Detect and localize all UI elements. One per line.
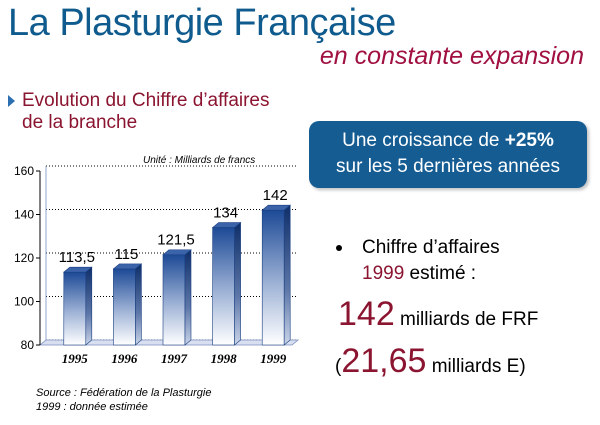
page-title: La Plasturgie Française: [8, 2, 396, 44]
revenue-euro-prefix: (: [335, 356, 342, 377]
bar-1996: [113, 268, 136, 346]
x-tick-label-1999: 1999: [260, 351, 287, 366]
source-note: Source : Fédération de la Plasturgie 199…: [36, 386, 212, 414]
bar-top-1999: [261, 204, 292, 211]
bar-1998: [212, 227, 235, 346]
callout-prefix: Une croissance de: [342, 130, 505, 151]
y-tick-label: 120: [14, 251, 34, 265]
revenue-frf: 142 milliards de FRF: [338, 295, 538, 334]
bar-1995: [63, 271, 87, 346]
bullet-dot-icon: [336, 245, 342, 251]
bar-top-1998: [211, 222, 242, 228]
revenue-frf-unit: milliards de FRF: [394, 309, 539, 330]
source-line2: 1999 : donnée estimée: [36, 401, 148, 413]
y-tick-label: 160: [14, 164, 34, 178]
bar-side-1998: [234, 221, 241, 346]
bar-top-1997: [162, 249, 192, 256]
x-tick-label-1997: 1997: [161, 351, 188, 366]
bar-side-1999: [283, 204, 291, 346]
y-tick-label: 80: [21, 338, 35, 352]
bar-side-1996: [135, 263, 142, 346]
data-label-1997: 121,5: [157, 232, 195, 249]
data-label-1995: 113,5: [59, 249, 95, 266]
data-label-1996: 115: [114, 246, 138, 263]
section-heading-line1: Evolution du Chiffre d’affaires: [22, 90, 270, 111]
y-tick-label: 100: [14, 295, 34, 309]
bullet-year: 1999: [362, 263, 405, 284]
bullet-revenue: Chiffre d’affaires 1999 estimé :: [336, 235, 500, 287]
callout-growth-value: +25%: [504, 130, 554, 151]
bullet-line1: Chiffre d’affaires: [362, 237, 500, 258]
triangle-bullet-icon: [8, 94, 15, 107]
section-heading: Evolution du Chiffre d’affaires de la br…: [8, 90, 270, 134]
bar-side-1997: [184, 249, 192, 346]
page-subtitle: en constante expansion: [319, 42, 584, 70]
bullet-line2: 1999 estimé :: [340, 261, 500, 287]
x-tick-label-1998: 1998: [211, 351, 238, 366]
bar-top-1995: [62, 266, 93, 273]
revenue-frf-value: 142: [338, 295, 395, 333]
data-label-1998: 134: [213, 205, 238, 222]
x-tick-label-1996: 1996: [111, 351, 138, 366]
section-heading-line2: de la branche: [22, 112, 138, 133]
data-label-1999: 142: [263, 187, 288, 204]
callout-line2: sur les 5 dernières années: [336, 156, 560, 177]
growth-callout: Une croissance de +25% sur les 5 dernièr…: [309, 121, 587, 188]
source-line1: Source : Fédération de la Plasturgie: [36, 387, 212, 399]
x-tick-label-1995: 1995: [62, 351, 89, 366]
revenue-euro: (21,65 milliards E): [335, 342, 526, 381]
y-tick-label: 140: [14, 208, 34, 222]
chart-unit-note: Unité : Milliards de francs: [143, 155, 255, 166]
revenue-euro-value: 21,65: [341, 342, 427, 380]
bar-side-1995: [85, 266, 93, 346]
revenue-euro-unit: milliards E): [426, 356, 526, 377]
bar-top-1996: [112, 263, 143, 270]
bar-1997: [162, 254, 186, 346]
bar-1999: [261, 209, 285, 346]
bullet-line2-suffix: estimé :: [404, 263, 477, 284]
